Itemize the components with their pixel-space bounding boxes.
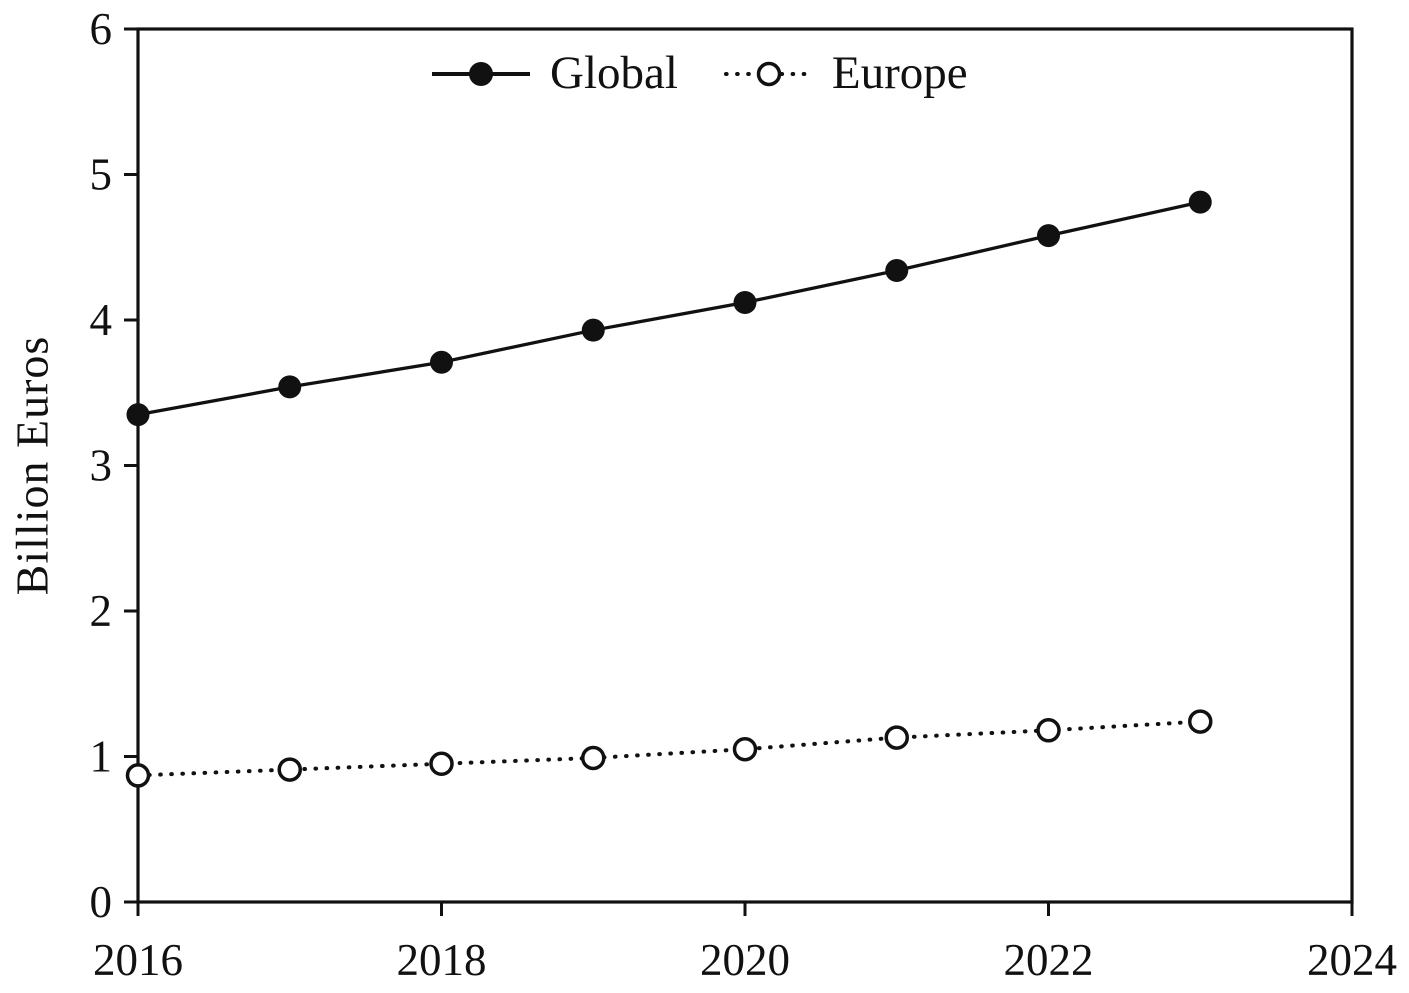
global-data-point — [430, 350, 453, 374]
legend: Global Europe — [430, 50, 968, 97]
global-data-point — [1037, 224, 1060, 248]
y-axis-tick-label: 6 — [90, 4, 113, 54]
y-axis-tick-label: 1 — [90, 732, 113, 782]
y-axis-tick-label: 2 — [90, 586, 113, 636]
europe-data-point — [125, 763, 151, 788]
global-series-line — [137, 200, 1201, 417]
europe-data-point — [581, 745, 606, 771]
y-axis-tick-label: 3 — [90, 441, 113, 491]
x-axis-tick-label: 2024 — [1307, 935, 1397, 985]
europe-data-point — [1188, 709, 1213, 734]
y-axis-tick-label: 0 — [90, 877, 113, 927]
legend-item-global: Global — [430, 50, 678, 97]
x-axis-tick-label: 2016 — [93, 935, 183, 985]
europe-data-point — [884, 725, 909, 750]
europe-data-point — [1036, 718, 1061, 743]
europe-legend-marker-icon — [723, 61, 814, 86]
global-data-point — [885, 259, 909, 283]
europe-data-point — [732, 736, 758, 762]
global-data-point — [581, 318, 605, 342]
legend-label-europe: Europe — [831, 47, 968, 99]
global-data-point — [1188, 190, 1212, 214]
plot-border — [136, 27, 1354, 904]
legend-item-europe: Europe — [723, 47, 968, 99]
europe-data-point — [277, 757, 302, 782]
x-axis-tick-label: 2018 — [397, 935, 487, 985]
europe-series-line — [136, 719, 1203, 778]
global-data-point — [126, 403, 150, 427]
x-axis-tick-label: 2022 — [1004, 935, 1094, 985]
europe-data-point — [429, 751, 454, 777]
global-data-point — [733, 291, 757, 315]
legend-label-global: Global — [550, 47, 678, 99]
global-legend-marker-icon — [432, 61, 530, 86]
x-axis-tick-label: 2020 — [700, 935, 790, 985]
global-data-point — [278, 375, 302, 399]
y-axis-tick-label: 4 — [90, 295, 113, 345]
y-axis-tick-label: 5 — [90, 150, 113, 200]
